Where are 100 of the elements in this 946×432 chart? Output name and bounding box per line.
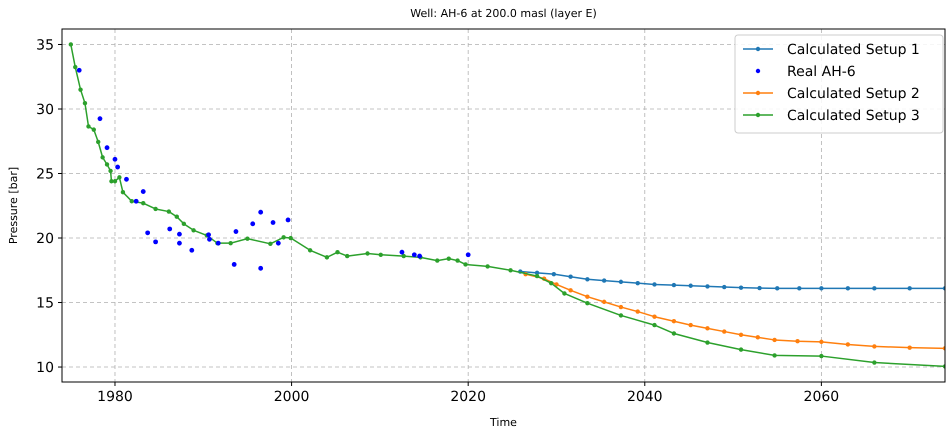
- point: [141, 200, 146, 206]
- point: [86, 124, 91, 129]
- point: [688, 284, 693, 288]
- point: [585, 294, 590, 299]
- point: [112, 179, 118, 184]
- point: [757, 286, 762, 290]
- point: [270, 220, 276, 225]
- point: [907, 345, 912, 350]
- legend-label: Calculated Setup 2: [787, 86, 920, 102]
- point: [872, 286, 877, 291]
- point: [228, 240, 233, 246]
- point: [378, 252, 383, 257]
- point: [104, 145, 110, 150]
- point: [92, 127, 96, 132]
- point: [140, 189, 146, 194]
- point: [189, 248, 194, 253]
- point: [76, 68, 82, 73]
- x-axis-title: Time: [489, 416, 518, 429]
- point: [250, 221, 256, 226]
- point: [872, 360, 877, 365]
- point: [568, 288, 573, 292]
- x-tick-label: 2020: [450, 389, 486, 405]
- point: [191, 228, 196, 232]
- point: [562, 291, 567, 296]
- point: [109, 179, 114, 184]
- point: [819, 354, 824, 358]
- point: [281, 235, 286, 240]
- point: [652, 322, 657, 328]
- point: [636, 280, 640, 286]
- x-tick-label: 2040: [626, 389, 663, 405]
- point: [738, 285, 744, 290]
- point: [104, 162, 110, 167]
- point: [446, 256, 451, 261]
- point: [466, 252, 471, 258]
- point: [797, 286, 802, 291]
- point: [177, 232, 182, 237]
- point: [455, 258, 460, 263]
- point: [174, 214, 179, 219]
- point: [400, 250, 404, 255]
- point: [485, 264, 490, 269]
- point: [108, 168, 113, 174]
- point: [286, 218, 290, 222]
- point: [82, 100, 88, 106]
- point: [124, 176, 129, 182]
- point: [846, 286, 850, 291]
- point: [534, 274, 540, 278]
- point: [795, 339, 800, 344]
- y-tick-label: 10: [36, 360, 54, 376]
- point: [508, 268, 513, 272]
- point: [907, 286, 912, 291]
- point: [819, 286, 824, 291]
- x-tick-label: 1980: [97, 389, 133, 405]
- point: [672, 319, 676, 324]
- point: [705, 326, 710, 331]
- point: [73, 64, 78, 70]
- point: [324, 255, 330, 260]
- point: [167, 226, 172, 232]
- point: [819, 340, 824, 344]
- y-tick-label: 20: [36, 231, 54, 248]
- point: [68, 42, 74, 47]
- point: [435, 258, 440, 263]
- point: [688, 322, 693, 328]
- point: [245, 236, 250, 241]
- point: [672, 282, 676, 288]
- point: [117, 175, 122, 180]
- point: [705, 284, 710, 289]
- point: [100, 155, 105, 160]
- point: [652, 314, 657, 319]
- point: [207, 236, 212, 242]
- point: [335, 250, 340, 254]
- point: [602, 278, 606, 283]
- point: [772, 353, 777, 358]
- point: [98, 116, 102, 122]
- point: [618, 280, 624, 284]
- point: [585, 277, 590, 282]
- point: [618, 313, 624, 318]
- point: [120, 190, 126, 194]
- point: [872, 344, 877, 349]
- point: [756, 335, 760, 340]
- point: [258, 210, 264, 215]
- legend-label: Calculated Setup 3: [787, 108, 920, 124]
- point: [568, 274, 573, 279]
- point: [234, 229, 238, 234]
- point: [463, 262, 468, 267]
- point: [268, 242, 273, 246]
- y-tick-label: 35: [36, 37, 54, 54]
- point: [552, 272, 556, 276]
- point: [548, 280, 554, 286]
- point: [722, 284, 726, 290]
- point: [412, 252, 417, 258]
- point: [96, 140, 100, 144]
- point: [153, 206, 158, 212]
- point: [177, 240, 182, 246]
- point: [402, 254, 406, 258]
- y-axis-title: Pressure [bar]: [7, 166, 20, 244]
- point: [722, 329, 726, 334]
- point: [846, 342, 850, 347]
- x-tick-label: 2000: [274, 389, 310, 405]
- point: [145, 230, 150, 236]
- point: [308, 248, 312, 252]
